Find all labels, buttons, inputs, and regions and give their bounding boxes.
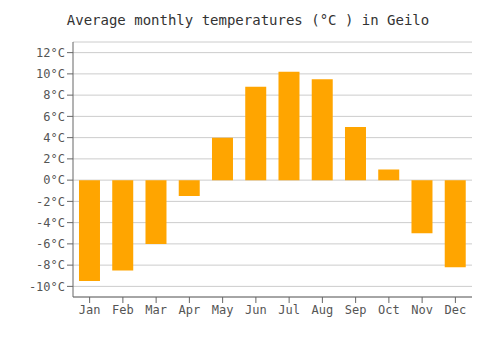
- svg-text:Mar: Mar: [145, 303, 167, 317]
- svg-text:Jan: Jan: [79, 303, 101, 317]
- svg-text:Sep: Sep: [345, 303, 367, 317]
- html-text:Average monthly temperatures (: Average monthly temperatures (°C ) in Ge…: [66, 12, 430, 28]
- svg-text:8°C: 8°C: [43, 88, 65, 102]
- svg-text:Feb: Feb: [112, 303, 134, 317]
- svg-text:Aug: Aug: [312, 303, 334, 317]
- svg-text:Dec: Dec: [445, 303, 467, 317]
- svg-text:Jun: Jun: [245, 303, 267, 317]
- svg-text:-10°C: -10°C: [29, 280, 65, 294]
- svg-text:-4°C: -4°C: [36, 216, 65, 230]
- svg-text:Oct: Oct: [378, 303, 400, 317]
- svg-text:-2°C: -2°C: [36, 195, 65, 209]
- svg-text:4°C: 4°C: [43, 131, 65, 145]
- svg-text:-8°C: -8°C: [36, 258, 65, 272]
- svg-text:10°C: 10°C: [36, 67, 65, 81]
- svg-text:Nov: Nov: [411, 303, 433, 317]
- svg-text:6°C: 6°C: [43, 110, 65, 124]
- svg-text:12°C: 12°C: [36, 46, 65, 60]
- svg-text:May: May: [212, 303, 234, 317]
- svg-text:0°C: 0°C: [43, 173, 65, 187]
- svg-text:-6°C: -6°C: [36, 237, 65, 251]
- svg-text:2°C: 2°C: [43, 152, 65, 166]
- svg-text:Jul: Jul: [278, 303, 300, 317]
- svg-text:Apr: Apr: [179, 303, 201, 317]
